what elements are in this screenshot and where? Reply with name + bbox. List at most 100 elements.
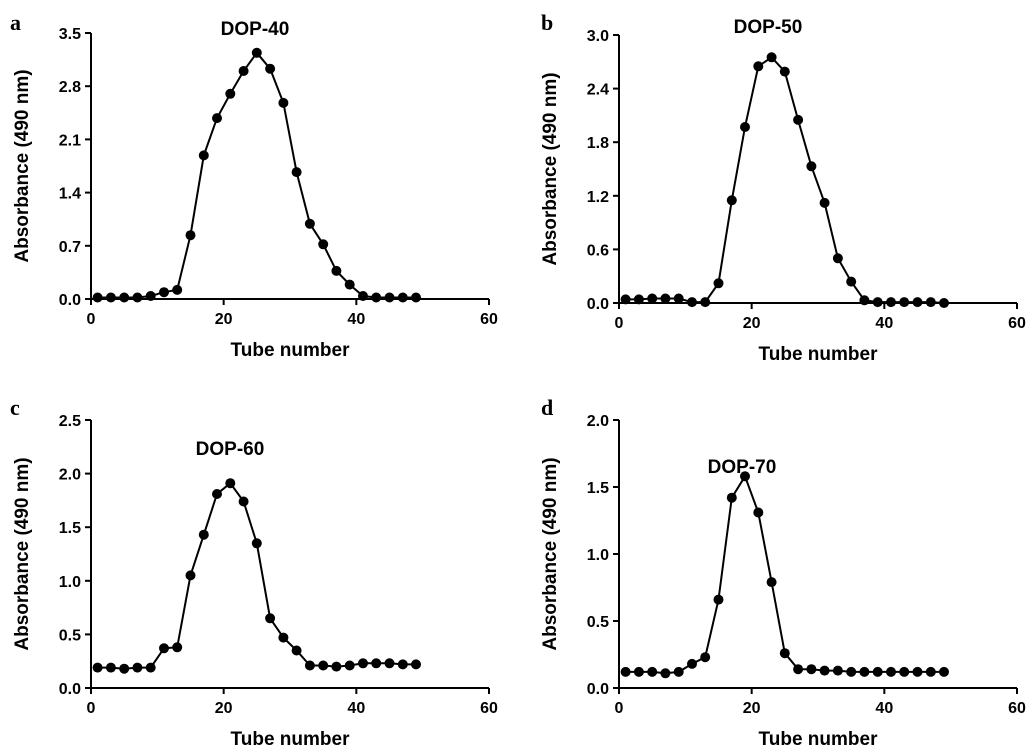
data-point (265, 63, 276, 74)
x-tick-label: 60 (480, 700, 498, 717)
x-tick-label: 40 (875, 700, 893, 717)
data-point (753, 507, 764, 518)
y-axis-label: Absorbance (490 nm) (12, 69, 33, 262)
x-tick-label: 0 (615, 315, 624, 332)
data-point (92, 292, 103, 303)
data-point (713, 278, 724, 289)
y-tick-label: 1.2 (587, 189, 609, 206)
data-point (185, 230, 196, 241)
data-point (132, 662, 143, 673)
data-point (291, 645, 302, 656)
data-point (806, 664, 817, 675)
x-tick-label: 20 (743, 315, 761, 332)
data-point (939, 666, 949, 677)
x-tick-label: 20 (215, 311, 233, 328)
data-point (397, 659, 408, 670)
x-tick-label: 60 (1008, 315, 1026, 332)
data-point (159, 643, 169, 654)
data-point (145, 291, 156, 301)
data-point (225, 478, 236, 489)
series-line (625, 474, 944, 675)
y-tick-label: 1.0 (587, 547, 609, 564)
chart-title: DOP-70 (708, 457, 777, 478)
panel-letter: b (541, 10, 553, 35)
y-tick-label: 2.8 (59, 79, 81, 96)
y-tick-label: 2.5 (59, 413, 81, 430)
data-point (105, 292, 116, 303)
chart-panel-a: a DOP-40 0.0 0.7 1.4 2.1 2.8 3.5 0 20 40 60 Tube num… (10, 10, 498, 361)
data-point (132, 292, 143, 303)
data-point (225, 88, 236, 99)
y-tick-label: 0.0 (587, 296, 609, 313)
x-tick-label: 20 (743, 700, 761, 717)
data-point (172, 642, 183, 653)
data-point (265, 613, 276, 624)
data-point (673, 293, 684, 304)
x-tick-label: 60 (480, 311, 498, 328)
data-point (846, 666, 857, 677)
y-tick-label: 1.4 (59, 186, 81, 203)
data-point (713, 594, 724, 605)
data-point (886, 297, 896, 308)
data-point (238, 496, 249, 507)
data-point (859, 666, 870, 677)
x-tick-label: 40 (347, 311, 365, 328)
data-point (912, 297, 923, 308)
y-tick-label: 0.6 (587, 242, 609, 259)
data-point (832, 253, 843, 264)
data-point (331, 265, 342, 276)
y-tick-label: 0.0 (59, 681, 81, 698)
data-point (238, 66, 249, 76)
data-point (726, 492, 737, 503)
panel-letter: d (541, 395, 553, 420)
data-point (318, 660, 329, 671)
x-tick-label: 20 (215, 700, 233, 717)
x-axis-label: Tube number (231, 729, 351, 750)
data-point (726, 195, 737, 206)
x-tick-label: 0 (615, 700, 624, 717)
x-tick-label: 40 (875, 315, 893, 332)
data-point (633, 294, 644, 305)
y-tick-label: 2.1 (59, 132, 81, 149)
y-axis-label: Absorbance (490 nm) (540, 457, 561, 650)
data-point (859, 295, 870, 306)
x-tick-label: 0 (87, 700, 96, 717)
data-point (198, 529, 209, 540)
data-point (119, 663, 130, 674)
y-axis-label: Absorbance (490 nm) (12, 457, 33, 650)
data-point (846, 276, 857, 287)
chart-panel-b: b DOP-50 0.0 0.6 1.2 1.8 2.4 3.0 0 20 40 60 Tube num… (540, 10, 1026, 365)
data-point (687, 658, 697, 669)
data-point (740, 471, 750, 482)
series-line (97, 481, 416, 670)
data-point (660, 293, 671, 304)
data-point (806, 161, 817, 172)
data-point (318, 239, 329, 250)
chart-title: DOP-60 (196, 439, 265, 460)
data-point (925, 297, 936, 308)
panel-letter: a (10, 10, 21, 35)
y-tick-label: 0.7 (59, 239, 81, 256)
data-point (620, 666, 631, 677)
y-tick-label: 3.0 (587, 28, 609, 45)
chart-title: DOP-50 (734, 17, 803, 38)
data-point (251, 538, 262, 549)
series-line (97, 51, 416, 299)
data-point (939, 298, 949, 308)
data-point (119, 292, 130, 303)
data-point (384, 658, 395, 669)
data-point (358, 658, 368, 669)
x-tick-label: 0 (87, 311, 96, 328)
data-point (344, 279, 355, 290)
data-point (766, 52, 777, 63)
data-point (212, 113, 222, 124)
data-point (872, 666, 883, 677)
data-point (371, 658, 382, 669)
y-tick-label: 2.4 (587, 82, 609, 99)
data-point (371, 292, 382, 303)
y-tick-label: 0.5 (587, 614, 609, 631)
data-point (700, 297, 711, 308)
y-tick-label: 0.0 (59, 292, 81, 309)
data-point (633, 666, 644, 677)
